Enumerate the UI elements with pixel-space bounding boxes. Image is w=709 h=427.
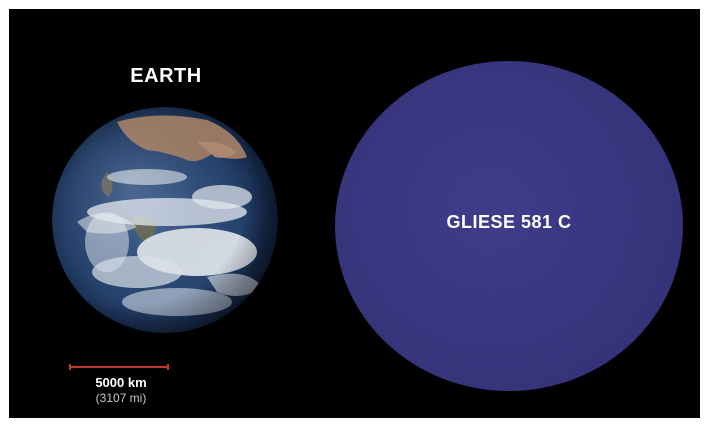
scale-km-label: 5000 km [95, 375, 147, 390]
scale-mi-label: (3107 mi) [95, 391, 147, 405]
earth-title: EARTH [130, 65, 202, 87]
comparison-panel: EARTH [9, 9, 700, 418]
gliese-label: GLIESE 581 C [446, 212, 572, 232]
scale-bar [69, 364, 169, 370]
earth-image [47, 102, 284, 339]
gliese-581c-disk: GLIESE 581 C [335, 61, 683, 391]
